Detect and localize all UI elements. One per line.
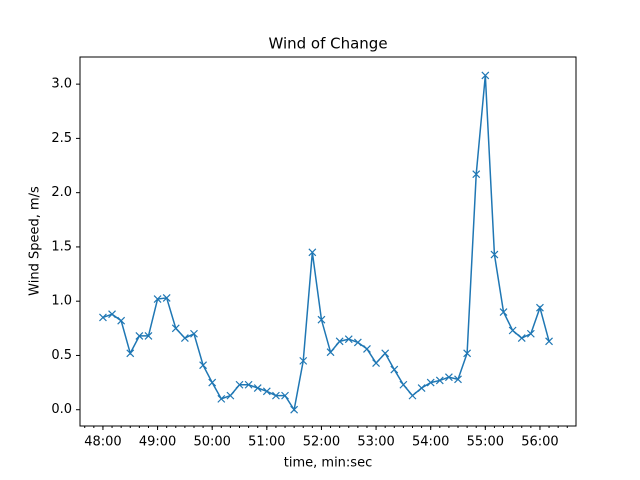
x-tick-label: 52:00 <box>303 435 340 450</box>
x-tick-label: 50:00 <box>193 435 230 450</box>
x-tick-label: 48:00 <box>84 435 121 450</box>
marker <box>508 326 517 335</box>
marker <box>190 329 198 338</box>
marker <box>253 384 262 392</box>
marker <box>235 380 244 389</box>
y-tick-label: 0.0 <box>51 402 72 417</box>
x-tick-label: 53:00 <box>357 435 394 450</box>
series-line <box>102 75 550 412</box>
y-tick-label: 2.5 <box>51 131 72 146</box>
marker <box>426 378 435 387</box>
marker <box>472 170 481 179</box>
marker <box>526 329 535 338</box>
marker <box>226 391 235 400</box>
marker <box>326 348 335 357</box>
x-axis-label: time, min:sec <box>284 456 372 471</box>
marker <box>390 365 399 374</box>
y-tick-label: 0.5 <box>51 348 72 363</box>
marker <box>399 380 408 389</box>
marker <box>108 310 116 319</box>
marker <box>208 378 217 387</box>
x-tick-label: 56:00 <box>521 435 558 450</box>
y-tick-label: 3.0 <box>51 77 72 92</box>
y-axis-label: Wind Speed, m/s <box>28 186 43 296</box>
marker <box>408 391 417 400</box>
marker <box>545 337 553 346</box>
marker <box>481 71 490 80</box>
marker <box>99 313 107 322</box>
marker <box>199 361 208 370</box>
marker <box>490 250 499 259</box>
marker <box>171 324 180 333</box>
y-tick-label: 1.5 <box>51 239 72 254</box>
marker <box>372 359 380 367</box>
marker <box>281 391 289 400</box>
marker <box>463 349 472 358</box>
marker <box>381 349 390 358</box>
marker <box>517 334 526 343</box>
marker <box>363 345 371 353</box>
marker <box>144 331 153 340</box>
marker <box>126 349 135 358</box>
x-tick-label: 54:00 <box>412 435 449 450</box>
marker <box>454 375 462 384</box>
marker <box>217 394 226 403</box>
marker <box>117 316 126 325</box>
marker <box>536 303 544 312</box>
marker <box>262 387 271 396</box>
marker <box>335 337 344 346</box>
marker <box>417 384 426 392</box>
marker <box>444 373 453 382</box>
marker <box>435 376 444 385</box>
marker <box>153 295 162 303</box>
marker <box>180 334 189 343</box>
marker <box>162 294 171 302</box>
marker <box>299 356 308 365</box>
marker <box>317 315 326 324</box>
marker <box>353 338 362 347</box>
y-tick-label: 1.0 <box>51 294 72 309</box>
chart-title: Wind of Change <box>268 35 387 53</box>
marker <box>272 391 280 400</box>
axes-frame <box>79 56 577 427</box>
marker <box>290 405 299 414</box>
marker <box>499 308 508 316</box>
x-tick-label: 55:00 <box>467 435 504 450</box>
marker <box>135 331 144 340</box>
x-tick-label: 49:00 <box>139 435 176 450</box>
marker <box>244 380 253 389</box>
y-tick-label: 2.0 <box>51 185 72 200</box>
marker <box>308 248 317 257</box>
marker <box>344 335 353 344</box>
x-tick-label: 51:00 <box>248 435 285 450</box>
